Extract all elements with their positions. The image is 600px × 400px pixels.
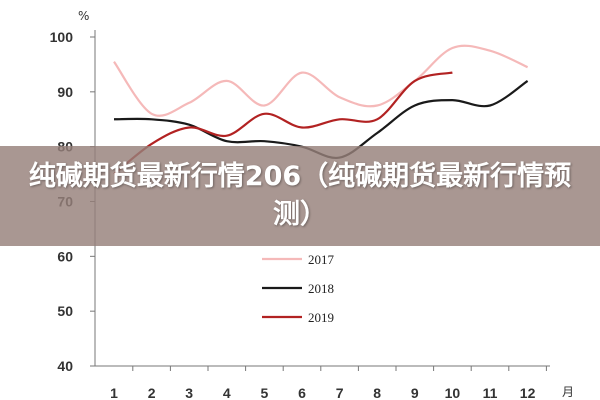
title-banner: 纯碱期货最新行情206（纯碱期货最新行情预测） (0, 146, 600, 246)
x-tick-label: 7 (336, 385, 344, 400)
x-tick-label: 2 (148, 385, 156, 400)
series-line-2019 (113, 71, 453, 175)
x-tick-label: 9 (411, 385, 419, 400)
legend-label-2017: 2017 (308, 252, 335, 267)
x-tick-label: 1 (110, 385, 118, 400)
y-tick-label: 40 (57, 358, 73, 374)
y-tick-label: 100 (50, 29, 74, 45)
legend-label-2019: 2019 (308, 310, 334, 325)
y-tick-label: 90 (57, 84, 73, 100)
x-tick-label: 3 (185, 385, 193, 400)
y-tick-label: 50 (57, 303, 73, 319)
x-tick-labels: 1 2 3 4 5 6 7 8 9 10 11 12 (110, 385, 535, 400)
y-unit-label: % (78, 9, 89, 23)
x-tick-label: 10 (445, 385, 461, 400)
x-tick-label: 6 (298, 385, 306, 400)
banner-title: 纯碱期货最新行情206（纯碱期货最新行情预测） (28, 161, 572, 230)
x-tick-label: 8 (373, 385, 381, 400)
x-tick-label: 4 (223, 385, 231, 400)
x-unit-label: 月 (562, 385, 574, 399)
x-tick-label: 11 (483, 385, 498, 400)
legend: 2017 2018 2019 (262, 252, 335, 325)
y-tick-label: 60 (57, 248, 73, 264)
x-tick-label: 12 (520, 385, 536, 400)
x-tick-label: 5 (261, 385, 269, 400)
series-line-2017 (113, 44, 529, 117)
legend-label-2018: 2018 (308, 281, 334, 296)
